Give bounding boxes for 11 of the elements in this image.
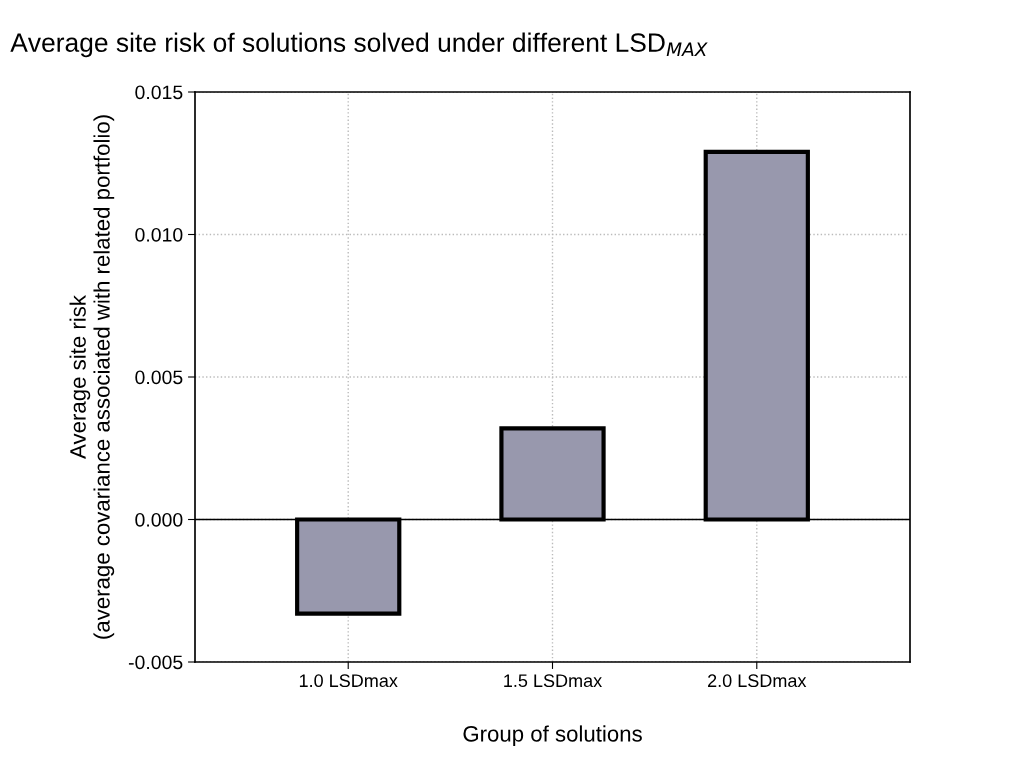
x-tick-label: 1.5 LSDmax <box>504 674 602 688</box>
x-tick-label: 1.0 LSDmax <box>299 674 398 688</box>
y-axis-title: Average site risk (average covariance associated with related portfolio) <box>69 115 115 639</box>
y-tick-label: 0.000 <box>135 512 183 527</box>
y-tick-label: -0.005 <box>128 655 183 670</box>
y-tick-label: 0.005 <box>135 370 183 385</box>
y-tick-label: 0.010 <box>135 227 183 242</box>
y-tick-label: 0.015 <box>135 85 183 100</box>
chart-title: Average site risk of solutions solved under different LSD$_{MAX}$ <box>10 32 708 58</box>
x-tick-label: 2.0 LSDmax <box>708 674 807 688</box>
x-axis-title: Group of solutions <box>463 725 642 747</box>
